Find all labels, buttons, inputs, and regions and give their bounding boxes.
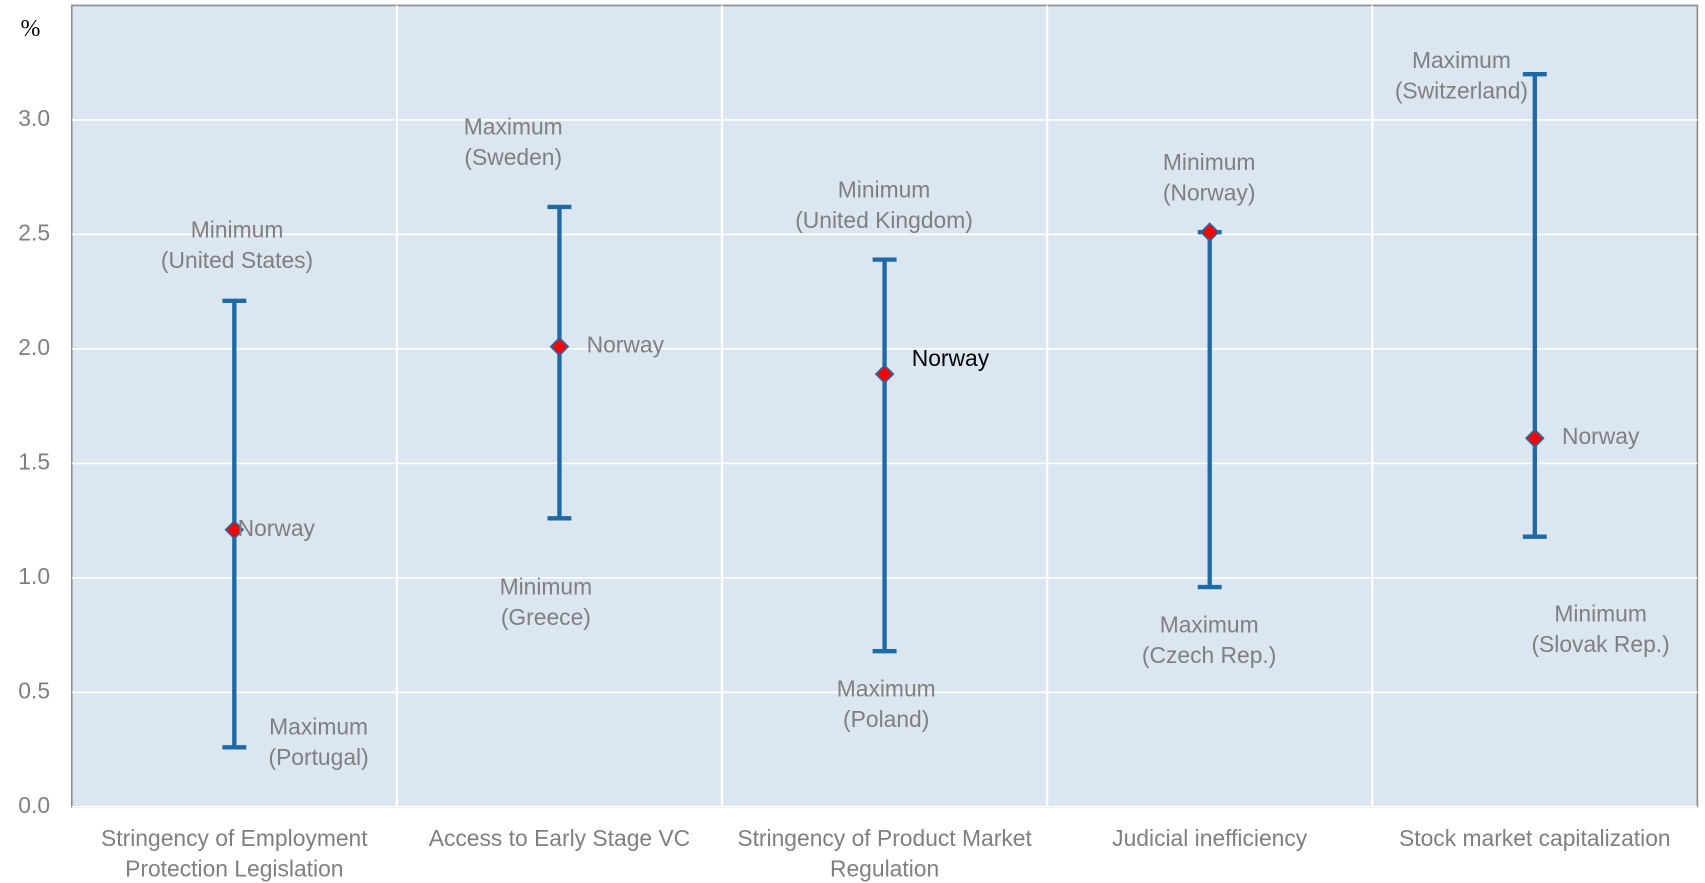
category-label-box: Judicial inefficiency [1112,826,1308,852]
bottom-annotation: Maximum [837,676,936,702]
top-annotation: Maximum [464,113,563,139]
y-tick-label: 0.5 [18,677,50,703]
y-tick-label: 2.5 [18,219,50,245]
x-tick-label: Stock market capitalization [1399,826,1671,852]
point-marker [224,519,245,540]
bottom-annotation: (Slovak Rep.) [1531,631,1669,657]
bottom-annotation: Minimum [500,573,593,599]
top-annotation: (Sweden) [464,144,562,170]
top-annotation: (United Kingdom) [795,207,973,233]
category-label-box: Stringency of Employment Protection Legi… [101,826,368,882]
x-tick-label: Stringency of Employment Protection Legi… [101,826,368,882]
y-tick-label: 2.0 [18,334,50,360]
top-annotation: (Norway) [1163,180,1256,206]
bottom-annotation: (Portugal) [268,744,368,770]
top-annotation: (United States) [161,247,313,273]
category-label-box: Stock market capitalization [1399,826,1671,852]
bottom-annotation: (Czech Rep.) [1142,642,1276,668]
point-marker [1524,428,1545,449]
top-annotation: Maximum [1412,47,1511,73]
top-annotation: Minimum [1163,149,1256,175]
y-tick-label: 1.0 [18,563,50,589]
y-tick-label: 1.5 [18,448,50,474]
x-tick-label: Judicial inefficiency [1112,826,1308,852]
y-tick-label: 3.0 [18,105,50,131]
top-annotation: Minimum [838,176,931,202]
y-unit: % [20,16,40,42]
point-label: Norway [912,345,990,371]
bottom-annotation: Maximum [269,714,368,740]
top-annotation: Minimum [191,217,284,243]
point-label: Norway [587,332,665,358]
category-label-box: Access to Early Stage VC [428,826,691,852]
point-marker [874,364,895,384]
x-tick-label: Access to Early Stage VC [428,826,691,852]
bottom-annotation: (Poland) [843,706,929,732]
y-tick-label: 0.0 [18,792,50,818]
point-label: Norway [238,515,316,541]
point-marker [549,336,570,357]
bottom-annotation: Minimum [1554,601,1647,627]
x-tick-label: Stringency of Product Market Regulation [737,826,1032,882]
category-label-box: Stringency of Product Market Regulation [737,826,1032,882]
point-label: Norway [1562,423,1640,449]
bottom-annotation: Maximum [1160,611,1259,637]
top-annotation: (Switzerland) [1395,77,1528,103]
point-marker [1199,222,1220,242]
bottom-annotation: (Greece) [501,604,591,630]
